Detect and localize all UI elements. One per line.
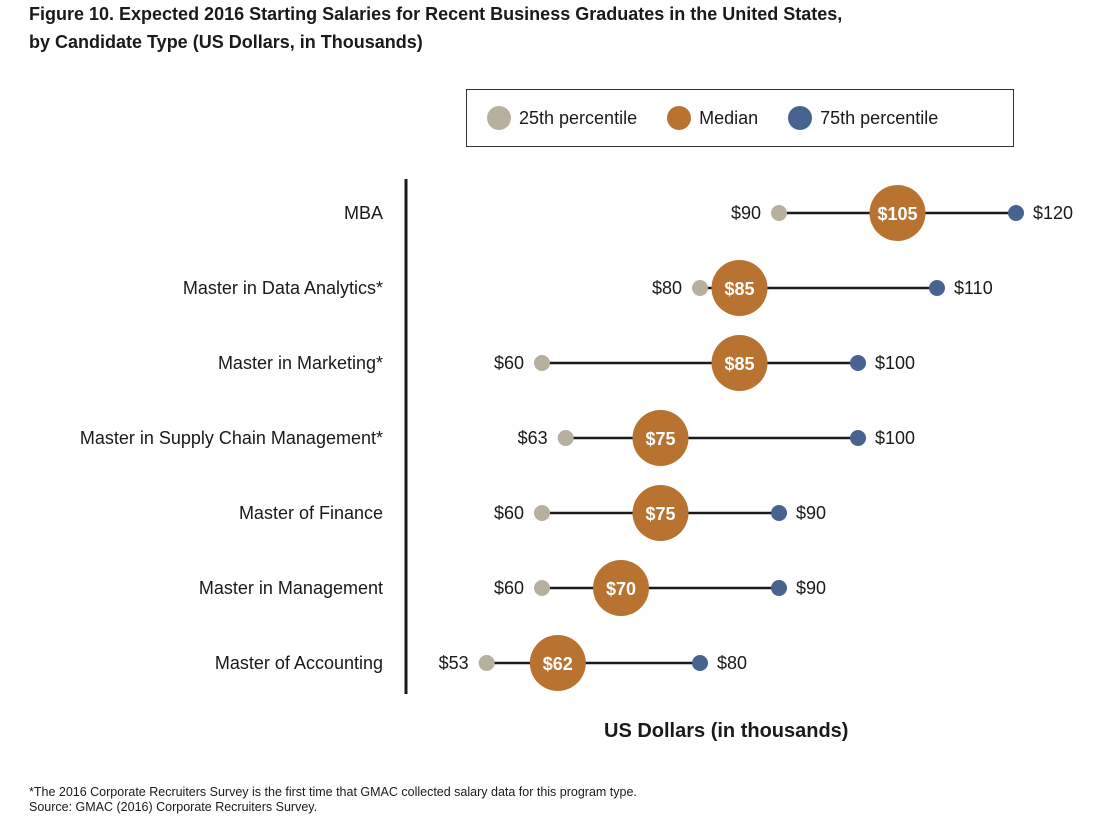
p75-label: $80 xyxy=(717,653,747,673)
legend-label-75th: 75th percentile xyxy=(820,107,939,128)
median-label: $75 xyxy=(645,504,675,524)
p25-point xyxy=(771,205,787,221)
source-note: Source: GMAC (2016) Corporate Recruiters… xyxy=(29,800,318,814)
p25-point xyxy=(478,655,495,671)
median-label: $75 xyxy=(645,429,675,449)
chart-title: Figure 10. Expected 2016 Starting Salari… xyxy=(29,0,842,56)
category-label: Master of Accounting xyxy=(215,653,383,673)
median-point xyxy=(529,635,586,691)
p25-label: $80 xyxy=(652,278,682,298)
category-label: Master in Data Analytics* xyxy=(183,278,383,298)
footnote: *The 2016 Corporate Recruiters Survey is… xyxy=(29,785,637,799)
median-point xyxy=(711,260,768,316)
p75-label: $100 xyxy=(875,428,915,448)
p25-label: $60 xyxy=(494,503,524,523)
median-label: $62 xyxy=(543,654,573,674)
legend-item-25th: 25th percentile xyxy=(487,106,637,130)
median-point xyxy=(593,560,649,616)
p75-point xyxy=(850,355,866,371)
p25-label: $60 xyxy=(494,578,524,598)
footnote-block: *The 2016 Corporate Recruiters Survey is… xyxy=(29,785,637,815)
p25-label: $60 xyxy=(494,353,524,373)
median-label: $85 xyxy=(724,354,754,374)
p75-label: $90 xyxy=(796,503,826,523)
p25-label: $63 xyxy=(518,428,548,448)
p75-label: $90 xyxy=(796,578,826,598)
category-label: Master in Supply Chain Management* xyxy=(80,428,383,448)
legend-item-median: Median xyxy=(667,106,758,130)
legend: 25th percentile Median 75th percentile xyxy=(466,89,1014,147)
category-label: Master in Marketing* xyxy=(218,353,383,373)
p25-label: $53 xyxy=(439,653,469,673)
p75-point xyxy=(771,580,787,596)
x-axis-label: US Dollars (in thousands) xyxy=(604,720,849,742)
legend-swatch-75th xyxy=(788,106,813,130)
p75-point xyxy=(1008,205,1024,221)
median-point xyxy=(711,335,768,391)
p75-point xyxy=(771,505,787,521)
median-point xyxy=(632,485,689,541)
p25-label: $90 xyxy=(731,203,761,223)
p25-point xyxy=(692,280,708,296)
median-point xyxy=(632,410,689,466)
median-label: $70 xyxy=(606,579,636,599)
p75-label: $100 xyxy=(875,353,915,373)
p75-point xyxy=(692,655,708,671)
p25-point xyxy=(534,505,550,521)
legend-swatch-25th xyxy=(487,106,511,130)
p25-point xyxy=(534,355,550,371)
category-label: Master of Finance xyxy=(239,503,383,523)
p25-point xyxy=(534,580,550,596)
p75-label: $110 xyxy=(954,278,993,298)
chart-title-line-1: Figure 10. Expected 2016 Starting Salari… xyxy=(29,4,843,24)
category-label: Master in Management xyxy=(199,578,383,598)
p25-point xyxy=(557,430,574,446)
legend-swatch-median xyxy=(667,106,692,130)
p75-point xyxy=(850,430,866,446)
category-label: MBA xyxy=(344,203,383,223)
legend-label-25th: 25th percentile xyxy=(519,107,638,128)
p75-point xyxy=(929,280,945,296)
chart-title-line-2: by Candidate Type (US Dollars, in Thousa… xyxy=(29,32,423,52)
legend-label-median: Median xyxy=(699,107,759,128)
legend-item-75th: 75th percentile xyxy=(788,106,938,130)
median-point xyxy=(869,185,926,241)
median-label: $105 xyxy=(877,204,917,224)
p75-label: $120 xyxy=(1033,203,1073,223)
median-label: $85 xyxy=(724,279,754,299)
